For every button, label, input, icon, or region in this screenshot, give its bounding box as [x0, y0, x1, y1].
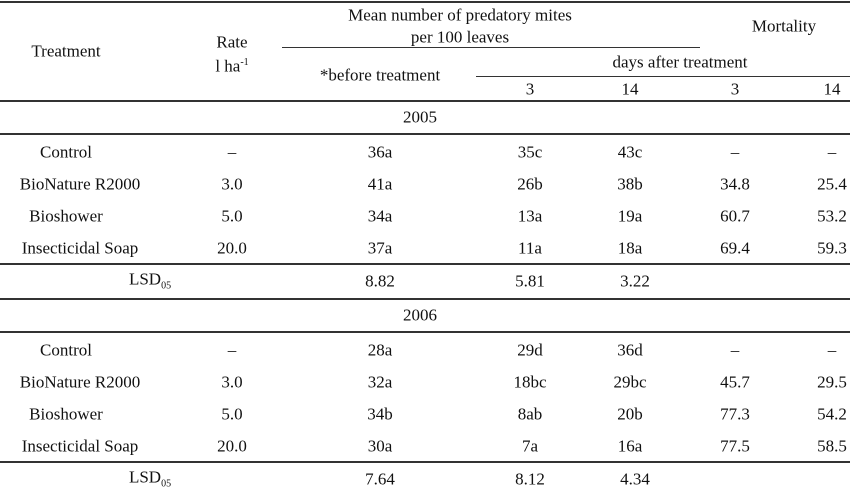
lsd-value: 8.12: [515, 469, 545, 489]
table-cell: 5.0: [221, 404, 243, 424]
table-cell: 36a: [367, 142, 393, 162]
top-rule: [0, 1, 850, 3]
lsd-value: 7.64: [365, 469, 395, 489]
treatment-name: Control: [40, 142, 92, 162]
table-cell: 28a: [367, 340, 393, 360]
lsd-value: 3.22: [620, 271, 650, 291]
table-cell: 20b: [617, 404, 643, 424]
horizontal-rule: [0, 133, 850, 135]
table-cell: 58.5: [817, 436, 847, 456]
table-cell: 18a: [617, 238, 643, 258]
header-rate: Rate: [216, 32, 248, 52]
year-label: 2005: [403, 107, 437, 127]
lsd-label: LSD05: [129, 468, 171, 489]
table-cell: 3.0: [221, 174, 243, 194]
treatment-name: Insecticidal Soap: [21, 436, 139, 456]
header-mean-line2: per 100 leaves: [410, 27, 510, 47]
table-cell: 37a: [367, 238, 393, 258]
table-cell: 19a: [617, 206, 643, 226]
table-cell: 20.0: [217, 436, 247, 456]
rate-unit-text: l ha: [215, 56, 241, 76]
header-mortality: Mortality: [751, 16, 817, 36]
lsd-value: 4.34: [620, 469, 650, 489]
table-cell: 30a: [367, 436, 393, 456]
table-cell: 34b: [367, 404, 393, 424]
table-cell: 29d: [517, 340, 543, 360]
table-cell: 77.5: [720, 436, 750, 456]
table-cell: 26b: [517, 174, 543, 194]
header-treatment: Treatment: [31, 41, 101, 61]
horizontal-rule: [0, 461, 850, 463]
table-cell: –: [227, 340, 237, 360]
table-cell: 3.0: [221, 372, 243, 392]
table-cell: –: [827, 340, 837, 360]
table-cell: 34.8: [720, 174, 750, 194]
table-cell: 34a: [367, 206, 393, 226]
header-rate-unit: l ha-1: [215, 56, 249, 76]
table-cell: 29.5: [817, 372, 847, 392]
table-cell: –: [827, 142, 837, 162]
mean-span-rule: [282, 47, 700, 48]
table-cell: 25.4: [817, 174, 847, 194]
table-cell: 32a: [367, 372, 393, 392]
table-cell: 38b: [617, 174, 643, 194]
lsd-text: LSD: [128, 467, 162, 487]
table-cell: 69.4: [720, 238, 750, 258]
horizontal-rule: [0, 263, 850, 265]
header-day-col: 3: [730, 79, 740, 99]
header-day-col: 3: [525, 79, 535, 99]
table-cell: 16a: [617, 436, 643, 456]
table-cell: 18bc: [513, 372, 547, 392]
table-cell: 35c: [517, 142, 543, 162]
treatment-name: Bioshower: [29, 404, 103, 424]
treatment-name: BioNature R2000: [19, 174, 141, 194]
table-cell: 11a: [518, 238, 542, 258]
table-cell: 41a: [367, 174, 393, 194]
table-cell: 54.2: [817, 404, 847, 424]
treatment-name: BioNature R2000: [19, 372, 141, 392]
horizontal-rule: [0, 298, 850, 300]
table-cell: 60.7: [720, 206, 750, 226]
treatment-name: Bioshower: [29, 206, 103, 226]
header-mean-line1: Mean number of predatory mites: [348, 5, 572, 25]
header-before: *before treatment: [319, 65, 441, 85]
table-cell: 29bc: [613, 372, 647, 392]
table-cell: 8ab: [517, 404, 543, 424]
lsd-label: LSD05: [129, 270, 171, 291]
header-days-after: days after treatment: [612, 52, 748, 72]
treatment-name: Control: [40, 340, 92, 360]
table-cell: 13a: [517, 206, 543, 226]
rate-unit-sup: -1: [240, 56, 249, 68]
year-label: 2006: [403, 305, 437, 325]
table-cell: 36d: [617, 340, 643, 360]
treatment-name: Insecticidal Soap: [21, 238, 139, 258]
header-day-col: 14: [823, 79, 841, 99]
table-cell: 77.3: [720, 404, 750, 424]
lsd-subscript: 05: [161, 280, 172, 292]
table-cell: 7a: [521, 436, 539, 456]
horizontal-rule: [0, 100, 850, 102]
header-day-col: 14: [621, 79, 639, 99]
horizontal-rule: [0, 331, 850, 333]
table-cell: –: [227, 142, 237, 162]
table-cell: 59.3: [817, 238, 847, 258]
table-cell: –: [730, 142, 740, 162]
lsd-subscript: 05: [161, 478, 172, 490]
table-cell: 43c: [617, 142, 643, 162]
days-span-rule: [476, 76, 850, 77]
lsd-text: LSD: [128, 269, 162, 289]
lsd-value: 5.81: [515, 271, 545, 291]
table-cell: 20.0: [217, 238, 247, 258]
table-cell: 53.2: [817, 206, 847, 226]
table-cell: –: [730, 340, 740, 360]
lsd-value: 8.82: [365, 271, 395, 291]
table-cell: 5.0: [221, 206, 243, 226]
table-cell: 45.7: [720, 372, 750, 392]
